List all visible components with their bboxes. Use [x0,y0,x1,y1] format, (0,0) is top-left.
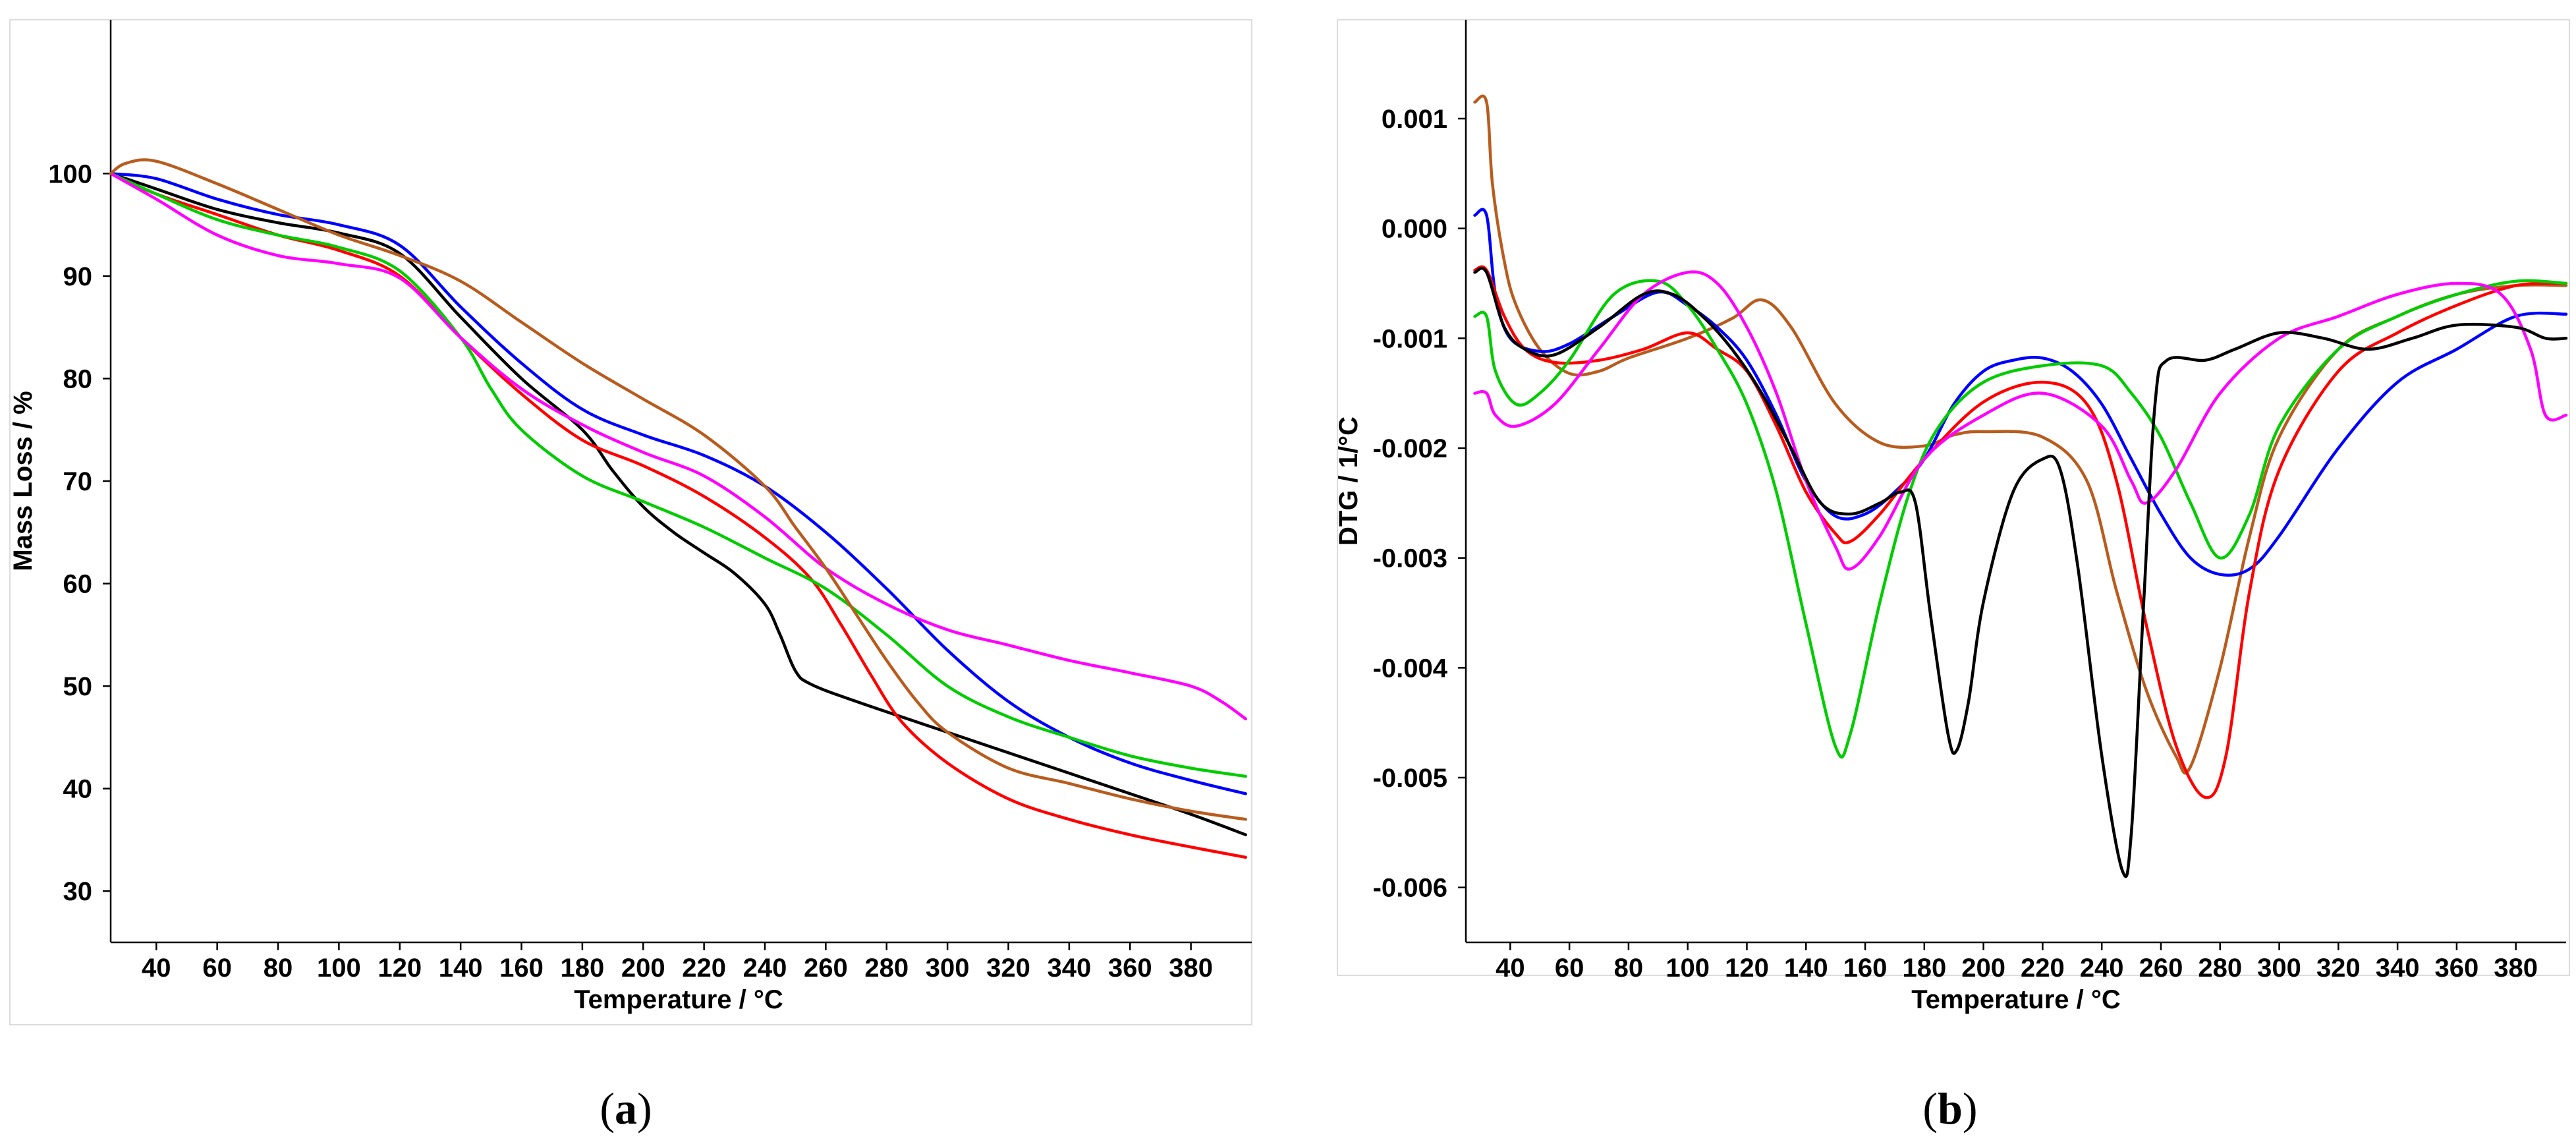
panel-b-series-red [1473,265,2568,799]
panel-a-letter: a [615,1083,637,1133]
panel-b-label: (b) [1922,1083,1977,1133]
panel-b-x-tick-label: 200 [1961,954,2005,983]
panel-a-x-axis-title: Temperature / °C [574,985,783,1014]
panel-a-y-tick-label: 50 [63,672,93,701]
panel-b-x-tick-label: 260 [2139,954,2183,983]
panel-a-x-tick-label: 200 [621,954,665,983]
panel-b-x-tick-label: 100 [1666,954,1710,983]
panel-b-x-tick-label: 180 [1902,954,1946,983]
panel-b-y-tick-label: 0.000 [1382,215,1447,244]
panel-b-y-tick-label: -0.006 [1373,874,1447,903]
panel-a-y-tick-label: 80 [63,364,93,393]
panel-b-series-green [1473,279,2568,759]
panel-b-x-tick-label: 380 [2494,954,2538,983]
panel-a-x-tick-label: 360 [1108,954,1152,983]
panel-b-y-tick-label: -0.002 [1373,434,1447,463]
panel-b-y-tick-label: -0.001 [1373,324,1447,353]
panel-a-y-tick-label: 90 [63,262,93,291]
panel-a-series-red [109,172,1248,859]
panel-a-y-tick-label: 40 [63,775,93,804]
panel-a-y-tick-label: 70 [63,467,93,496]
panel-a-series-magenta [109,172,1248,721]
panel-a-y-tick-label: 60 [63,570,93,599]
panel-b-series-blue [1473,208,2568,577]
panel-b-frame [1337,19,2570,976]
panel-b-x-tick-label: 140 [1784,954,1828,983]
panel-b-x-tick-label: 320 [2316,954,2361,983]
panel-b-x-tick-label: 60 [1555,954,1584,983]
panel-b-x-tick-label: 340 [2376,954,2420,983]
panel-b-x-tick-label: 160 [1843,954,1888,983]
panel-a-x-tick-label: 320 [986,954,1030,983]
panel-b-x-tick-label: 240 [2080,954,2124,983]
panel-a-x-tick-label: 300 [926,954,970,983]
panel-a-x-tick-label: 80 [264,954,293,983]
panel-a-x-tick-label: 120 [378,954,422,983]
panel-b-y-tick-label: -0.005 [1373,764,1447,793]
panel-b-x-tick-label: 80 [1614,954,1644,983]
panel-a-x-tick-label: 60 [202,954,232,983]
panel-a-x-tick-label: 240 [743,954,787,983]
panel-b-series-magenta [1473,270,2568,571]
panel-a-x-tick-label: 140 [439,954,483,983]
panel-a-y-axis-title: Mass Loss / % [9,391,38,571]
panel-b-y-tick-label: 0.001 [1382,105,1447,134]
panel-b-x-tick-label: 120 [1725,954,1769,983]
panel-a-x-tick-label: 160 [499,954,544,983]
panel-b-x-tick-label: 280 [2198,954,2242,983]
panel-b-series-brown [1473,94,2568,775]
panel-a-series-black [109,172,1248,836]
panel-a-x-tick-label: 280 [864,954,909,983]
panel-a-y-tick-label: 30 [63,877,93,906]
panel-a-y-tick-label: 100 [48,159,92,188]
panel-a-series-brown [109,158,1248,821]
panel-b-x-tick-label: 360 [2435,954,2479,983]
panel-a-x-tick-label: 260 [804,954,848,983]
panel-a-x-tick-label: 180 [561,954,605,983]
panel-b-x-tick-label: 220 [2021,954,2065,983]
panel-b-x-tick-label: 40 [1496,954,1525,983]
panel-a-x-tick-label: 220 [682,954,726,983]
panel-b-series-black [1473,266,2568,878]
panel-a-series-blue [109,172,1248,795]
panel-a-series-green [109,172,1248,778]
panel-b-dtg-chart: 40 60 80 100 120 140 160 180 200 220 240 260 280 300 3… [1334,19,2570,1133]
panel-b-letter: b [1938,1083,1963,1133]
panel-b-x-tick-label: 300 [2257,954,2301,983]
panel-b-y-axis-title: DTG / 1/°C [1334,416,1363,546]
panel-b-y-tick-label: -0.003 [1373,544,1447,573]
panel-a-x-tick-label: 380 [1169,954,1213,983]
panel-a-label: (a) [600,1083,652,1133]
panel-b-x-axis-title: Temperature / °C [1911,985,2121,1014]
panel-a-frame [9,19,1252,1025]
panel-a-tga-chart: 40 60 80 100 120 140 160 180 200 220 240 260 280 300 3… [9,19,1252,1133]
panel-a-x-tick-label: 100 [317,954,361,983]
panel-b-y-tick-label: -0.004 [1373,654,1448,683]
panel-a-x-tick-label: 40 [142,954,171,983]
panel-a-x-tick-label: 340 [1048,954,1092,983]
